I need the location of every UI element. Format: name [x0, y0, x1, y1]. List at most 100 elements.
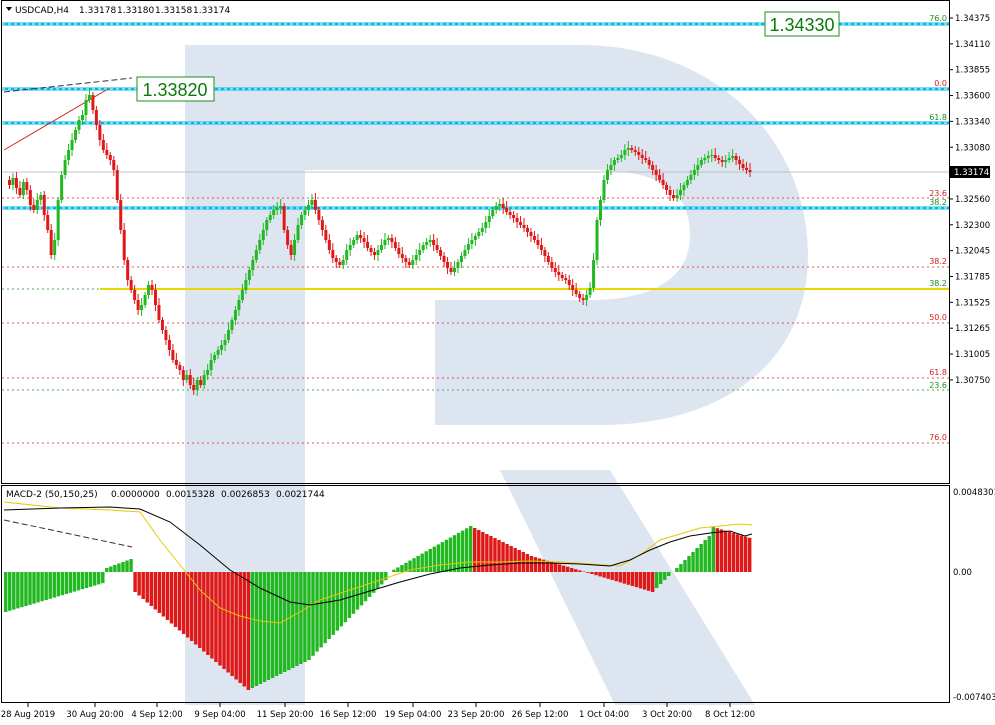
macd-bar — [202, 572, 206, 652]
ohlc-high: 1.33180 — [117, 6, 154, 16]
candle-body — [160, 320, 164, 330]
macd-bar — [444, 539, 449, 572]
macd-bar — [20, 572, 24, 608]
price-tick-label: 1.32045 — [955, 247, 990, 257]
macd-bar — [566, 566, 570, 572]
candle-body — [352, 240, 356, 245]
candle-body — [654, 170, 658, 175]
macd-bar — [299, 572, 303, 664]
candle-body — [192, 385, 196, 390]
candle-body — [578, 294, 582, 298]
macd-bar — [307, 572, 311, 660]
macd-dashed-line — [3, 519, 133, 548]
candle-body — [300, 215, 304, 225]
candle-body — [630, 148, 634, 150]
macd-bar — [141, 572, 145, 599]
macd-bar — [274, 572, 279, 676]
candle-body — [546, 256, 550, 262]
macd-bar — [561, 565, 566, 572]
candle-body — [637, 152, 641, 155]
candle-body — [94, 110, 98, 125]
macd-bar — [687, 556, 691, 572]
macd-bar — [667, 572, 671, 576]
macd-bar — [505, 544, 509, 572]
candle-body — [599, 200, 603, 220]
symbol-header[interactable]: USDCAD,H4 1.33178 1.33180 1.33158 1.3317… — [6, 6, 230, 16]
candle-body — [407, 262, 411, 265]
candle-body — [153, 290, 157, 305]
candle-body — [425, 242, 429, 245]
candle-body — [452, 268, 456, 272]
candle-body — [42, 195, 46, 215]
candle-body — [362, 238, 366, 242]
macd-bar — [359, 572, 364, 606]
candle-body — [647, 160, 651, 165]
macd-bar — [695, 548, 699, 572]
macd-bar — [626, 572, 631, 585]
candle-body — [397, 248, 401, 254]
macd-bar — [169, 572, 174, 624]
candle-body — [167, 340, 171, 350]
candle-body — [293, 240, 297, 255]
candle-body — [324, 230, 328, 240]
candle-body — [383, 240, 387, 245]
candle-body — [706, 156, 710, 158]
price-tick-label: 1.33340 — [955, 117, 990, 127]
time-tick-label: 19 Sep 04:00 — [385, 710, 442, 720]
chevron-down-icon[interactable] — [6, 7, 12, 11]
candle-body — [703, 158, 707, 160]
candle-body — [143, 295, 147, 305]
candle-body — [244, 280, 248, 290]
macd-bar — [40, 572, 44, 602]
candle-body — [498, 204, 502, 206]
candle-body — [376, 250, 380, 255]
ohlc-low: 1.33158 — [155, 6, 192, 16]
candle-body — [296, 225, 300, 240]
candle-body — [738, 160, 742, 164]
candle-body — [108, 155, 112, 160]
macd-bar — [189, 572, 194, 641]
price-axis[interactable]: 1.34375 1.34110 1.33855 1.33600 1.33340 1.330… — [949, 14, 990, 386]
svg-text:0.0026853: 0.0026853 — [221, 490, 270, 500]
price-tick-label: 1.34375 — [955, 14, 990, 24]
candle-body — [390, 238, 394, 242]
candle-body — [60, 175, 64, 200]
macd-bar — [282, 572, 287, 672]
macd-bar — [109, 566, 113, 572]
candle-body — [682, 185, 686, 190]
macd-bar — [48, 572, 52, 599]
candle-body — [692, 170, 696, 175]
current-price-marker: 1.33174 — [950, 166, 990, 178]
candle-body — [91, 95, 95, 110]
time-tick-label: 8 Oct 12:00 — [705, 710, 755, 720]
time-axis[interactable]: 28 Aug 2019 30 Aug 20:00 4 Sep 12:00 9 Sep … — [1, 703, 755, 720]
candle-body — [115, 170, 119, 200]
time-tick-label: 9 Sep 04:00 — [194, 710, 245, 720]
candle-body — [411, 260, 415, 265]
candle-body — [585, 295, 589, 300]
candle-body — [512, 215, 516, 218]
candle-body — [668, 190, 672, 195]
candle-body — [77, 120, 81, 130]
macd-bar — [157, 572, 162, 613]
candlestick-series[interactable] — [7, 88, 752, 396]
macd-bar — [436, 544, 441, 572]
macd-bar — [105, 568, 109, 572]
candle-body — [46, 215, 50, 230]
macd-bar — [598, 572, 602, 577]
macd-bar — [335, 572, 339, 631]
macd-bar — [663, 572, 667, 580]
candle-body — [213, 355, 217, 360]
candle-body — [310, 200, 314, 205]
macd-bar — [432, 546, 437, 572]
macd-bar — [485, 534, 489, 572]
candle-body — [685, 180, 689, 185]
macd-bar — [218, 572, 222, 666]
candle-body — [491, 210, 495, 216]
macd-bar — [36, 572, 40, 603]
macd-bar — [396, 567, 400, 572]
macd-bar — [56, 572, 61, 597]
macd-bar — [92, 572, 97, 586]
candle-body — [355, 235, 359, 240]
